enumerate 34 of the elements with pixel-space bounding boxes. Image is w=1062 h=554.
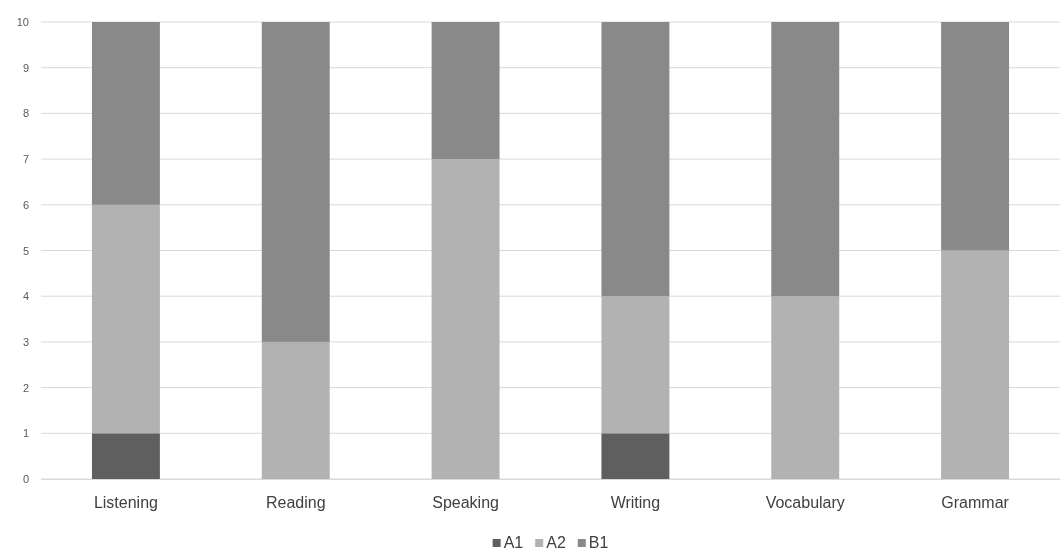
y-tick-label: 9	[22, 61, 29, 74]
y-tick-label: 0	[22, 473, 29, 486]
y-tick-label: 2	[22, 381, 29, 394]
y-tick-label: 7	[22, 153, 29, 166]
y-tick-label: 5	[22, 244, 29, 257]
x-tick-label: Grammar	[941, 494, 1010, 512]
legend-label: B1	[588, 534, 609, 551]
x-tick-label: Vocabulary	[765, 494, 845, 512]
bar	[91, 433, 160, 479]
bar	[771, 296, 840, 479]
legend-label: A1	[503, 534, 524, 551]
y-tick-label: 1	[22, 427, 29, 440]
bar	[261, 22, 330, 342]
y-tick-label: 3	[22, 335, 29, 348]
bar	[941, 22, 1010, 251]
legend-label: A2	[546, 534, 566, 551]
bar	[91, 204, 160, 434]
bar	[431, 22, 500, 160]
x-tick-label: Speaking	[432, 494, 499, 512]
x-tick-label: Writing	[610, 494, 661, 512]
y-tick-label: 4	[22, 290, 29, 303]
bar	[601, 433, 670, 479]
bar	[941, 250, 1010, 479]
bar	[601, 22, 670, 297]
x-tick-label: Listening	[93, 494, 158, 512]
y-tick-label: 6	[22, 198, 29, 211]
bar	[431, 159, 500, 479]
bar	[771, 22, 840, 297]
bar	[261, 341, 330, 479]
bar	[601, 296, 670, 434]
y-tick-label: 10	[16, 16, 29, 29]
y-tick-label: 8	[22, 107, 29, 120]
bar	[91, 22, 160, 205]
x-tick-label: Reading	[265, 494, 326, 512]
